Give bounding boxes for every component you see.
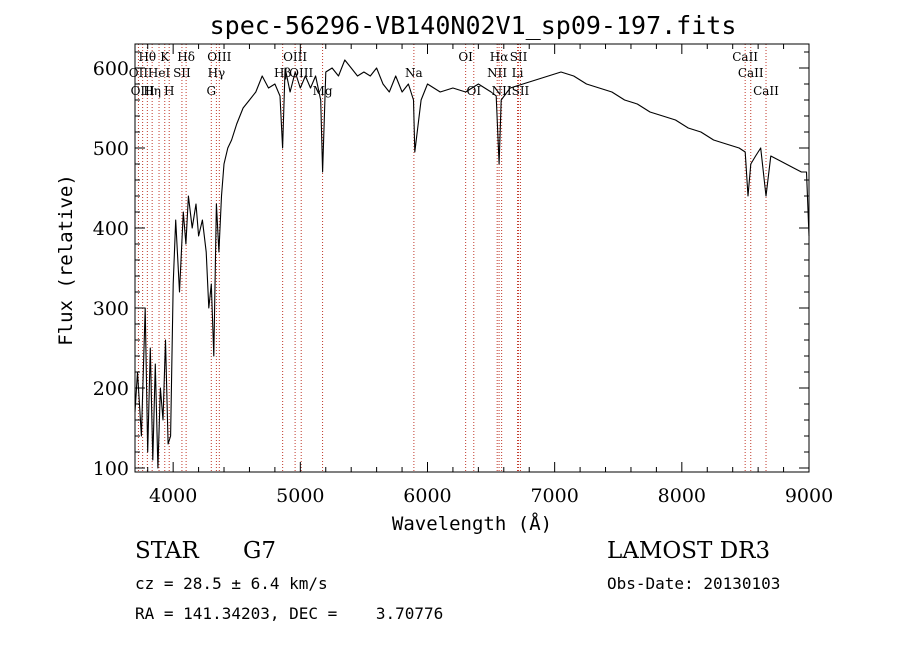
obs-date: Obs-Date: 20130103	[607, 574, 781, 593]
spectral-line-label: HeI	[148, 66, 171, 80]
spectral-line-label: Na	[405, 66, 423, 80]
spectral-line-label: OII	[129, 66, 149, 80]
x-axis-ticks: 4000 5000 6000 7000 8000 9000	[147, 44, 833, 507]
x-tick-label: 9000	[785, 485, 833, 507]
spectral-line-label: CaII	[738, 66, 764, 80]
spectral-line-label: Hθ	[138, 50, 156, 64]
chart-title: spec-56296-VB140N02V1_sp09-197.fits	[210, 11, 737, 40]
spectrum-series	[134, 59, 810, 469]
x-tick-label: 7000	[530, 485, 578, 507]
x-tick-label: 5000	[276, 485, 324, 507]
redshift-value: cz = 28.5 ± 6.4 km/s	[135, 574, 328, 593]
spectral-line-label: CaII	[753, 84, 779, 98]
y-tick-label: 100	[93, 458, 129, 480]
x-tick-label: 6000	[403, 485, 451, 507]
y-tick-label: 300	[93, 298, 129, 320]
plot-frame	[134, 43, 810, 473]
spectral-line-label: SII	[510, 50, 528, 64]
spectral-line-label: OI	[466, 84, 481, 98]
x-axis-label: Wavelength (Å)	[392, 512, 552, 535]
spectral-line-label: G	[207, 84, 217, 98]
spectral-line-label: Mg	[313, 84, 333, 98]
y-tick-label: 400	[93, 218, 129, 240]
coordinates: RA = 141.34203, DEC = 3.70776	[135, 604, 444, 623]
spectral-line-label: H	[164, 84, 174, 98]
object-class: STAR	[135, 538, 199, 564]
spectral-line-label: CaII	[732, 50, 758, 64]
spectral-line-label: SII	[173, 66, 191, 80]
spectral-line-label: OI	[458, 50, 473, 64]
spectral-line-label: SII	[512, 84, 530, 98]
spectral-line-label: Hα	[490, 50, 509, 64]
subclass: G7	[243, 538, 277, 564]
spectral-line-label: Li	[512, 66, 524, 80]
spectral-line-label: OIII	[207, 50, 231, 64]
spectral-line-label: Hδ	[177, 50, 195, 64]
y-axis-ticks: 100 200 300 400 500 600	[93, 51, 809, 480]
y-tick-label: 200	[93, 378, 129, 400]
spectral-line-label: K	[160, 50, 170, 64]
spectral-line-label: Hγ	[208, 66, 226, 80]
spectral-line-label: NII	[487, 66, 507, 80]
y-tick-label: 500	[93, 138, 129, 160]
y-axis-label: Flux (relative)	[55, 174, 77, 346]
survey-label: LAMOST DR3	[607, 538, 771, 564]
spectral-line-label: NII	[492, 84, 512, 98]
spectrum-line	[134, 59, 810, 469]
x-tick-label: 8000	[658, 485, 706, 507]
spectral-line-markers	[137, 44, 767, 472]
y-tick-label: 600	[93, 58, 129, 80]
spectral-line-label: Hη	[143, 84, 161, 98]
x-tick-label: 4000	[149, 485, 197, 507]
spectral-line-label: OIII	[283, 50, 307, 64]
spectral-line-label: OIII	[131, 84, 155, 98]
spectral-line-label: OIII	[289, 66, 313, 80]
